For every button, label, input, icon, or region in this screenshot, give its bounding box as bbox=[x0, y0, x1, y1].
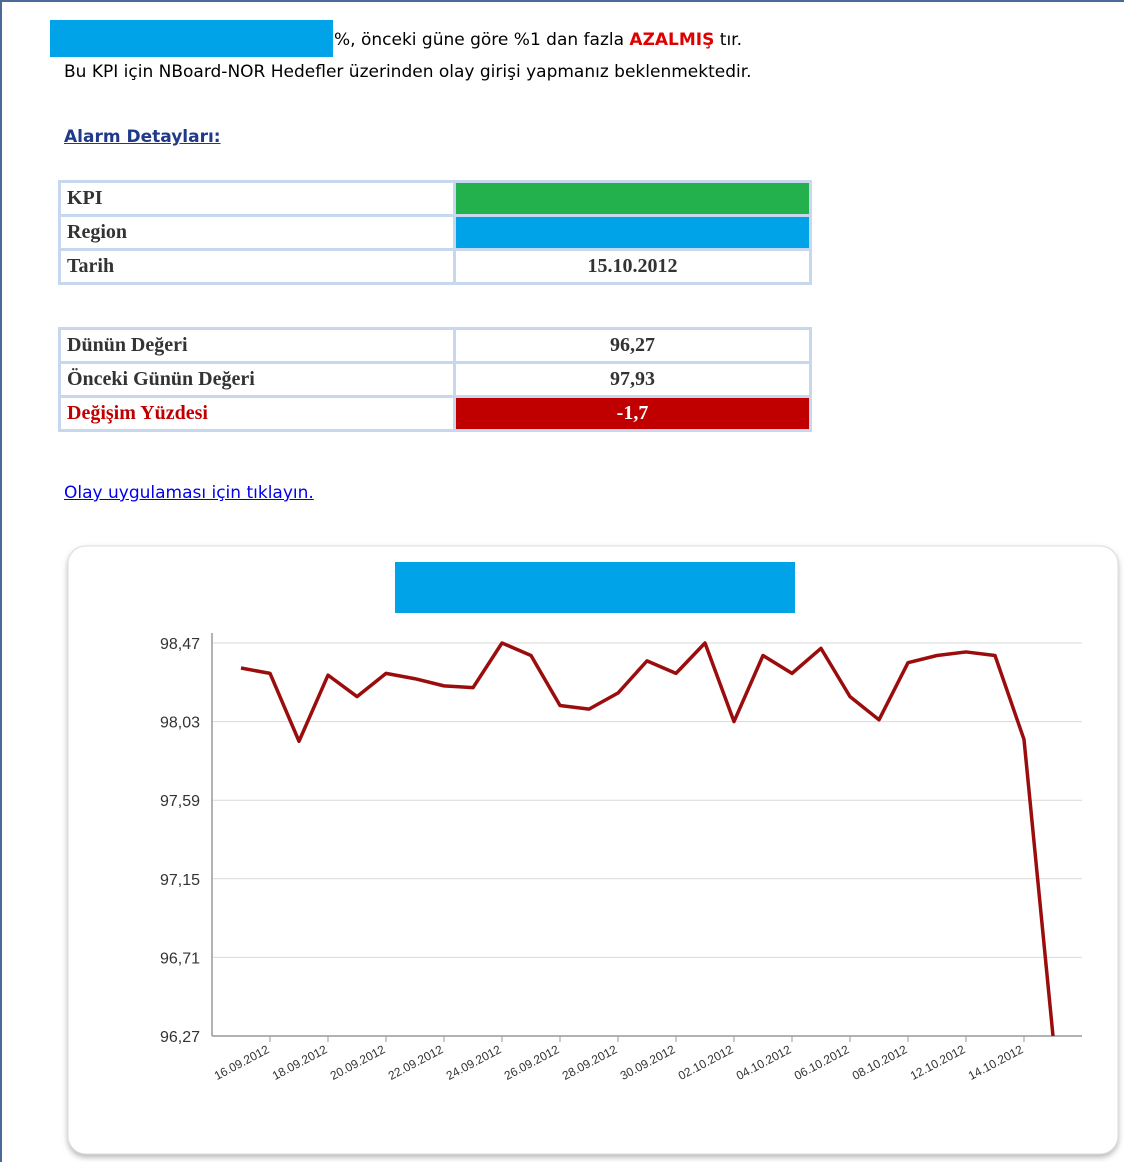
row-label: KPI bbox=[58, 180, 456, 217]
data-line bbox=[240, 641, 1055, 1037]
row-value: 96,27 bbox=[453, 327, 812, 364]
intro-text: %, önceki güne göre %1 dan fazla bbox=[334, 30, 630, 50]
row-label: Değişim Yüzdesi bbox=[58, 395, 456, 432]
y-tick-label: 96,71 bbox=[160, 950, 200, 967]
section-title: Alarm Detayları: bbox=[64, 127, 221, 147]
redacted-cell bbox=[453, 180, 812, 217]
row-value: -1,7 bbox=[453, 395, 812, 432]
row-label: Tarih bbox=[58, 248, 456, 285]
y-tick-label: 98,03 bbox=[160, 715, 200, 732]
y-tick-label: 97,15 bbox=[160, 872, 200, 889]
intro-line: %, önceki güne göre %1 dan fazla AZALMIŞ… bbox=[334, 30, 742, 50]
details-table: KPI Region Tarih 15.10.2012 bbox=[58, 180, 812, 285]
redacted-title bbox=[395, 562, 795, 613]
y-tick-label: 97,59 bbox=[160, 793, 200, 810]
row-label: Region bbox=[58, 214, 456, 251]
row-value: 97,93 bbox=[453, 361, 812, 398]
y-tick-label: 96,27 bbox=[160, 1029, 200, 1046]
row-label: Önceki Günün Değeri bbox=[58, 361, 456, 398]
chart: 96,2796,7197,1597,5998,0398,4716.09.2012… bbox=[67, 545, 1119, 1155]
intro-emphasis: AZALMIŞ bbox=[629, 30, 715, 50]
redacted-name bbox=[50, 20, 333, 57]
row-value: 15.10.2012 bbox=[453, 248, 812, 285]
event-link[interactable]: Olay uygulaması için tıklayın. bbox=[64, 483, 314, 503]
chart-panel bbox=[67, 545, 1119, 1155]
redacted-cell bbox=[453, 214, 812, 251]
values-table: Dünün Değeri 96,27 Önceki Günün Değeri 97,… bbox=[58, 327, 812, 432]
row-label: Dünün Değeri bbox=[58, 327, 456, 364]
y-tick-label: 98,47 bbox=[160, 636, 200, 653]
intro-text: tır. bbox=[714, 30, 743, 50]
instruction: Bu KPI için NBoard-NOR Hedefler üzerinde… bbox=[64, 62, 752, 82]
